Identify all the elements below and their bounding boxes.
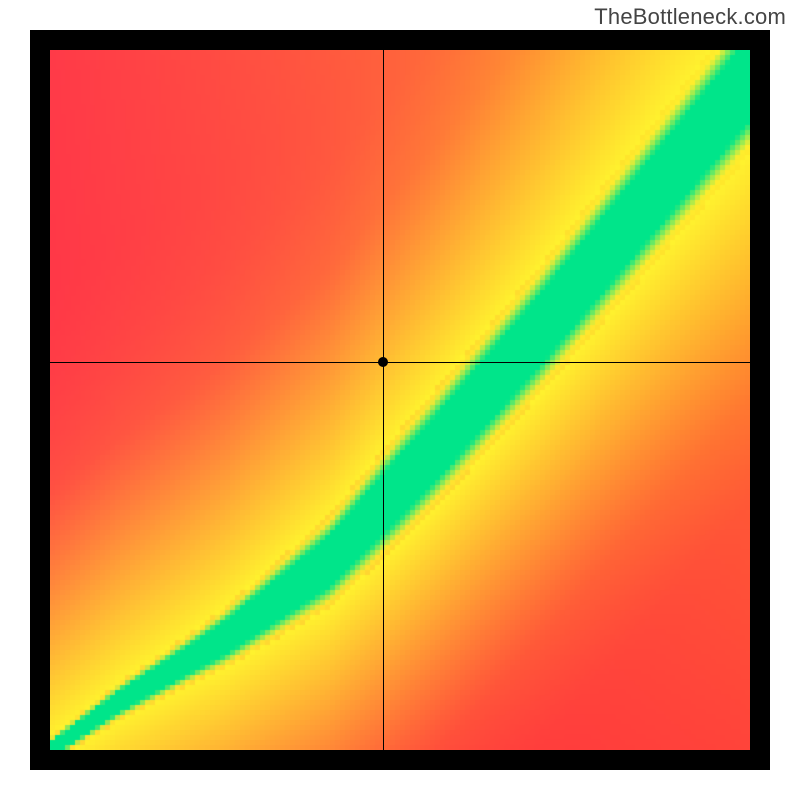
bottleneck-heatmap xyxy=(50,50,750,750)
crosshair-vertical xyxy=(383,50,384,750)
watermark-text: TheBottleneck.com xyxy=(594,4,786,30)
crosshair-horizontal xyxy=(50,362,750,363)
chart-frame xyxy=(30,30,770,770)
crosshair-point xyxy=(378,357,388,367)
